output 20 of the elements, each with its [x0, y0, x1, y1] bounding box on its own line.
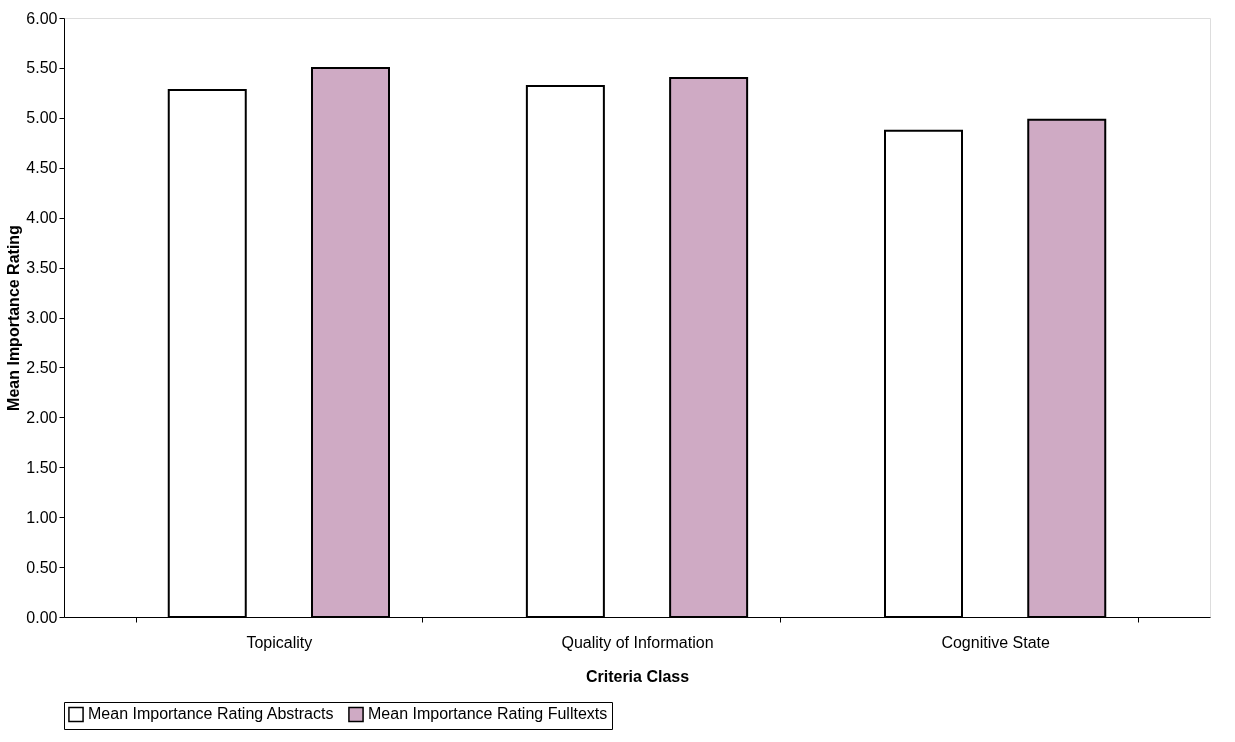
y-tick-label: 0.00 [26, 608, 58, 626]
legend-label: Mean Importance Rating Abstracts [88, 705, 334, 723]
y-tick-label: 4.50 [26, 159, 58, 177]
x-tick-label: Quality of Information [561, 633, 714, 651]
y-tick-label: 5.50 [26, 59, 58, 77]
x-tick-label: Topicality [246, 633, 313, 651]
y-tick-label: 3.00 [26, 309, 58, 326]
y-tick-label: 1.50 [26, 458, 58, 476]
y-tick-label: 2.00 [26, 408, 58, 426]
legend-label: Mean Importance Rating Fulltexts [368, 705, 608, 723]
y-tick-label: 5.00 [26, 109, 58, 127]
y-tick-label: 1.00 [26, 508, 58, 526]
y-tick-label: 2.50 [26, 358, 58, 376]
y-tick-label: 4.00 [26, 209, 58, 227]
y-axis-title: Mean Importance Rating [5, 225, 23, 411]
x-tick-label: Cognitive State [941, 633, 1050, 651]
y-tick-label: 6.00 [26, 9, 58, 27]
y-tick-label: 3.50 [26, 259, 58, 277]
x-axis-title: Criteria Class [585, 667, 690, 685]
y-tick-label: 0.50 [26, 558, 58, 576]
